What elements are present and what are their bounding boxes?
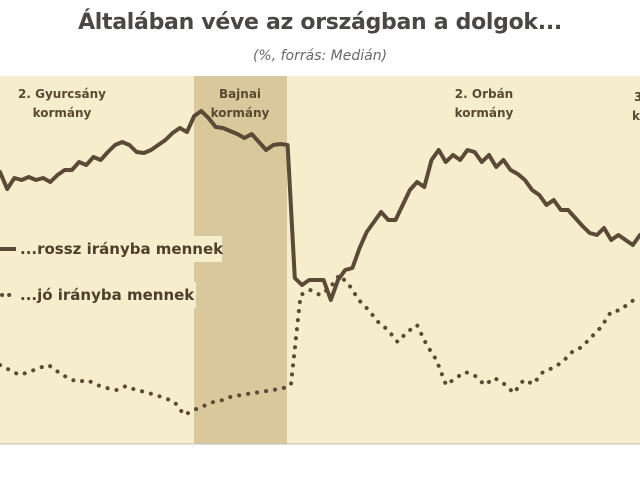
period-label-gyurcsany-1: 2. Gyurcsány (18, 87, 106, 101)
period-label-third-1: 3. (634, 90, 640, 104)
series-line-rossz (0, 109, 640, 302)
series-line-jo (0, 271, 640, 418)
legend-label-bg-jo (0, 282, 196, 308)
legend-label-jo: ...jó irányba mennek (20, 286, 195, 304)
legend-label-rossz: ...rossz irányba mennek (20, 240, 224, 258)
period-label-orban-1: 2. Orbán (455, 87, 513, 101)
period-label-third-2: k (632, 109, 640, 123)
chart-title: Általában véve az országban a dolgok... (78, 10, 562, 35)
period-label-bajnai-1: Bajnai (219, 87, 261, 101)
chart-subtitle: (%, forrás: Medián) (252, 48, 388, 64)
period-label-orban-2: kormány (455, 106, 514, 120)
legend-label-bg-rossz (0, 236, 222, 262)
period-label-gyurcsany-2: kormány (33, 106, 92, 120)
period-label-bajnai-2: kormány (211, 106, 270, 120)
